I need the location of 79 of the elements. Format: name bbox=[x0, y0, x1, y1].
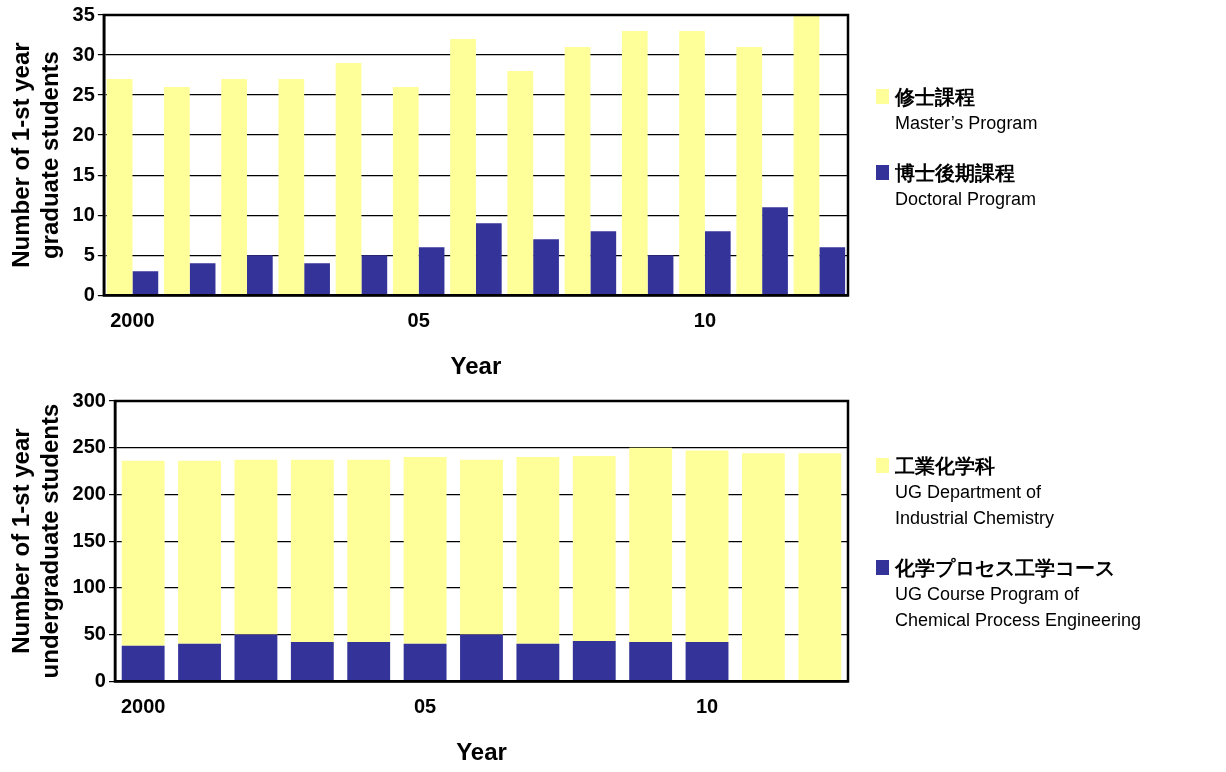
bar bbox=[304, 263, 330, 295]
bar bbox=[234, 634, 278, 681]
bar bbox=[335, 63, 362, 295]
bar bbox=[403, 457, 447, 644]
bar bbox=[234, 459, 278, 635]
bar bbox=[132, 271, 159, 295]
x-tick-label: 10 bbox=[695, 694, 719, 717]
x-tick-label: 2000 bbox=[110, 308, 155, 331]
bar bbox=[793, 15, 820, 295]
bar bbox=[679, 31, 705, 295]
bar bbox=[475, 223, 502, 295]
bar bbox=[246, 255, 273, 295]
x-tick-label: 05 bbox=[407, 308, 430, 331]
bar bbox=[347, 641, 391, 681]
bar bbox=[361, 255, 388, 295]
bar bbox=[647, 255, 674, 295]
y-tick-label: 30 bbox=[72, 42, 95, 65]
bar bbox=[533, 239, 559, 295]
x-tick-label: 05 bbox=[413, 694, 437, 717]
y-tick-label: 0 bbox=[83, 282, 95, 305]
y-tick-label: 150 bbox=[72, 528, 106, 551]
bar bbox=[516, 643, 560, 681]
bar bbox=[290, 641, 334, 681]
bar bbox=[572, 641, 616, 681]
x-axis-title: Year bbox=[456, 738, 507, 766]
bar bbox=[516, 457, 560, 644]
bar bbox=[106, 79, 133, 295]
y-tick-label: 5 bbox=[83, 242, 95, 265]
bar bbox=[685, 641, 729, 681]
bar bbox=[572, 456, 616, 642]
bar bbox=[278, 79, 305, 295]
legend-label: 博士後期課程 Doctoral Program bbox=[895, 161, 1037, 211]
legend-label: 化学プロセス工学コース UG Course Program of Chemical Process Engineering bbox=[895, 556, 1142, 632]
bar bbox=[736, 47, 763, 295]
bar bbox=[163, 87, 190, 295]
bar bbox=[121, 460, 165, 646]
y-tick-label: 300 bbox=[72, 388, 106, 411]
bar bbox=[819, 247, 846, 295]
y-tick-label: 25 bbox=[72, 82, 95, 105]
bar bbox=[392, 87, 419, 295]
bar bbox=[590, 231, 617, 295]
bar bbox=[418, 247, 445, 295]
y-tick-label: 10 bbox=[72, 202, 95, 225]
y-tick-label: 200 bbox=[72, 481, 106, 504]
bar bbox=[629, 641, 673, 681]
y-tick-label: 250 bbox=[72, 435, 106, 458]
bar bbox=[450, 39, 476, 295]
bar bbox=[460, 459, 503, 635]
bar bbox=[629, 447, 673, 642]
x-tick-label: 10 bbox=[693, 308, 717, 331]
x-axis-title: Year bbox=[450, 352, 502, 380]
y-tick-label: 50 bbox=[83, 622, 106, 645]
bar bbox=[403, 643, 447, 681]
bar bbox=[460, 634, 503, 681]
bar bbox=[621, 31, 648, 295]
bar bbox=[685, 450, 729, 642]
bar bbox=[290, 459, 334, 642]
bar bbox=[121, 645, 165, 681]
bar bbox=[178, 460, 221, 644]
y-tick-label: 35 bbox=[72, 2, 95, 25]
bar bbox=[564, 47, 591, 295]
bar bbox=[178, 643, 221, 681]
y-tick-label: 100 bbox=[72, 575, 106, 598]
y-tick-label: 0 bbox=[94, 668, 106, 691]
y-tick-label: 15 bbox=[72, 162, 95, 185]
y-axis-title: Number of 1-st year graduate students bbox=[7, 42, 63, 268]
bar bbox=[507, 71, 534, 295]
x-tick-label: 2000 bbox=[120, 694, 166, 717]
bar bbox=[347, 459, 391, 642]
legend-label: 工業化学科 UG Department of Industrial Chemistry bbox=[895, 454, 1055, 530]
legend-label: 修士課程 Master’s Program bbox=[895, 85, 1038, 135]
bar bbox=[221, 79, 247, 295]
bar bbox=[762, 207, 788, 295]
y-tick-label: 20 bbox=[72, 122, 95, 145]
bar bbox=[189, 263, 216, 295]
bar bbox=[704, 231, 731, 295]
y-axis-title: Number of 1-st year undergraduate students bbox=[7, 403, 63, 679]
bar bbox=[798, 453, 842, 681]
bar bbox=[741, 453, 785, 681]
